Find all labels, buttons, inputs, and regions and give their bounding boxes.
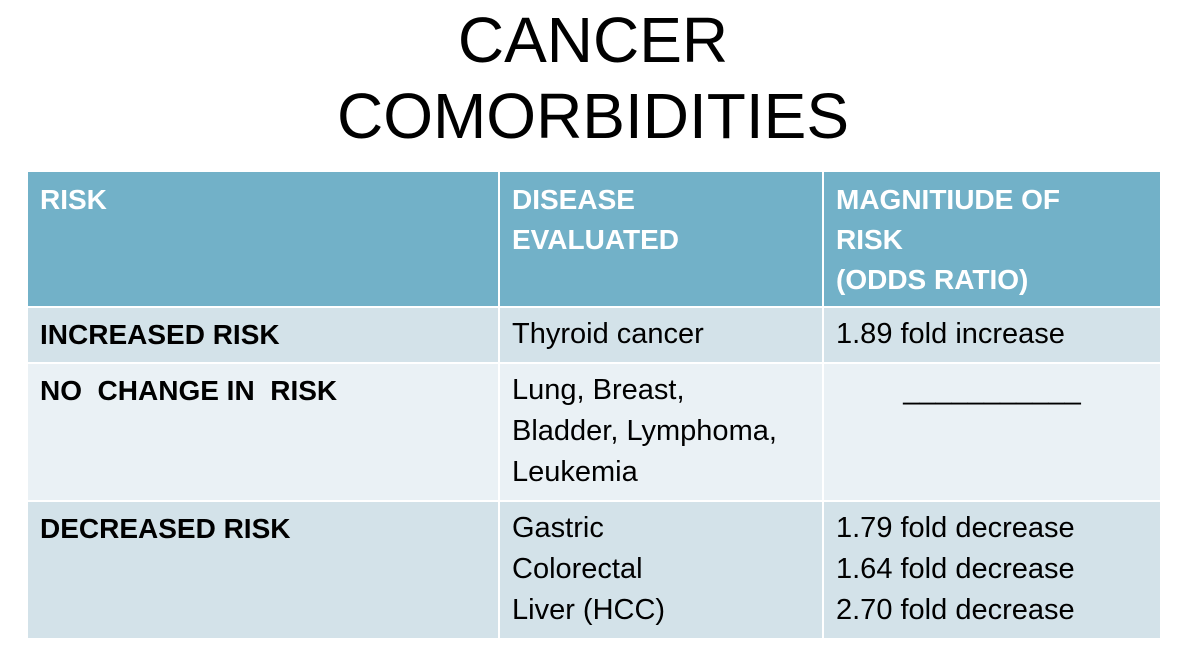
disease-cell: Lung, Breast, Bladder, Lymphoma, Leukemi… [498,362,824,502]
magnitude-cell: 1.89 fold increase [822,306,1160,364]
header-risk-label: RISK [40,184,107,215]
disease-item: Liver (HCC) [512,594,666,626]
header-magnitude-line-3: (ODDS RATIO) [836,264,1029,295]
header-magnitude-line-2: RISK [836,224,903,255]
header-disease-evaluated: DISEASE EVALUATED [498,172,824,308]
header-disease-line-1: DISEASE [512,184,635,215]
risk-cell: DECREASED RISK [28,500,500,640]
risk-cell: INCREASED RISK [28,306,500,364]
magnitude-cell: ___________ [822,362,1160,502]
disease-item: Colorectal [512,553,643,585]
header-risk: RISK [28,172,500,308]
disease-item: Lung, Breast, [512,374,685,406]
header-disease-line-2: EVALUATED [512,224,679,255]
table-row-no-change-in-risk: NO CHANGE IN RISK Lung, Breast, Bladder,… [28,362,1160,502]
table-row-increased-risk: INCREASED RISK Thyroid cancer 1.89 fold … [28,306,1160,364]
slide-title: CANCER COMORBIDITIES [0,2,1186,154]
disease-cell: Thyroid cancer [498,306,824,364]
slide-title-line-2: COMORBIDITIES [336,80,850,152]
table-row-decreased-risk: DECREASED RISK Gastric Colorectal Liver … [28,500,1160,640]
disease-item: Gastric [512,512,604,544]
magnitude-cell: 1.79 fold decrease 1.64 fold decrease 2.… [822,500,1160,640]
magnitude-item: 1.64 fold decrease [836,553,1075,585]
magnitude-no-value-line: ___________ [903,374,1081,406]
disease-cell: Gastric Colorectal Liver (HCC) [498,500,824,640]
disease-item: Leukemia [512,456,638,488]
header-magnitude-of-risk: MAGNITIUDE OF RISK (ODDS RATIO) [822,172,1160,308]
slide-title-line-1: CANCER [457,4,729,76]
header-magnitude-line-1: MAGNITIUDE OF [836,184,1060,215]
disease-item: Bladder, Lymphoma, [512,415,777,447]
disease-item: Thyroid cancer [512,318,704,350]
risk-label: INCREASED RISK [40,319,280,350]
risk-cell: NO CHANGE IN RISK [28,362,500,502]
magnitude-item: 1.79 fold decrease [836,512,1075,544]
table-header-row: RISK DISEASE EVALUATED MAGNITIUDE OF RIS… [28,172,1160,308]
magnitude-item: 2.70 fold decrease [836,594,1075,626]
risk-label: DECREASED RISK [40,513,291,544]
comorbidity-risk-table: RISK DISEASE EVALUATED MAGNITIUDE OF RIS… [28,172,1160,640]
risk-label: NO CHANGE IN RISK [40,375,338,406]
magnitude-item: 1.89 fold increase [836,318,1065,350]
